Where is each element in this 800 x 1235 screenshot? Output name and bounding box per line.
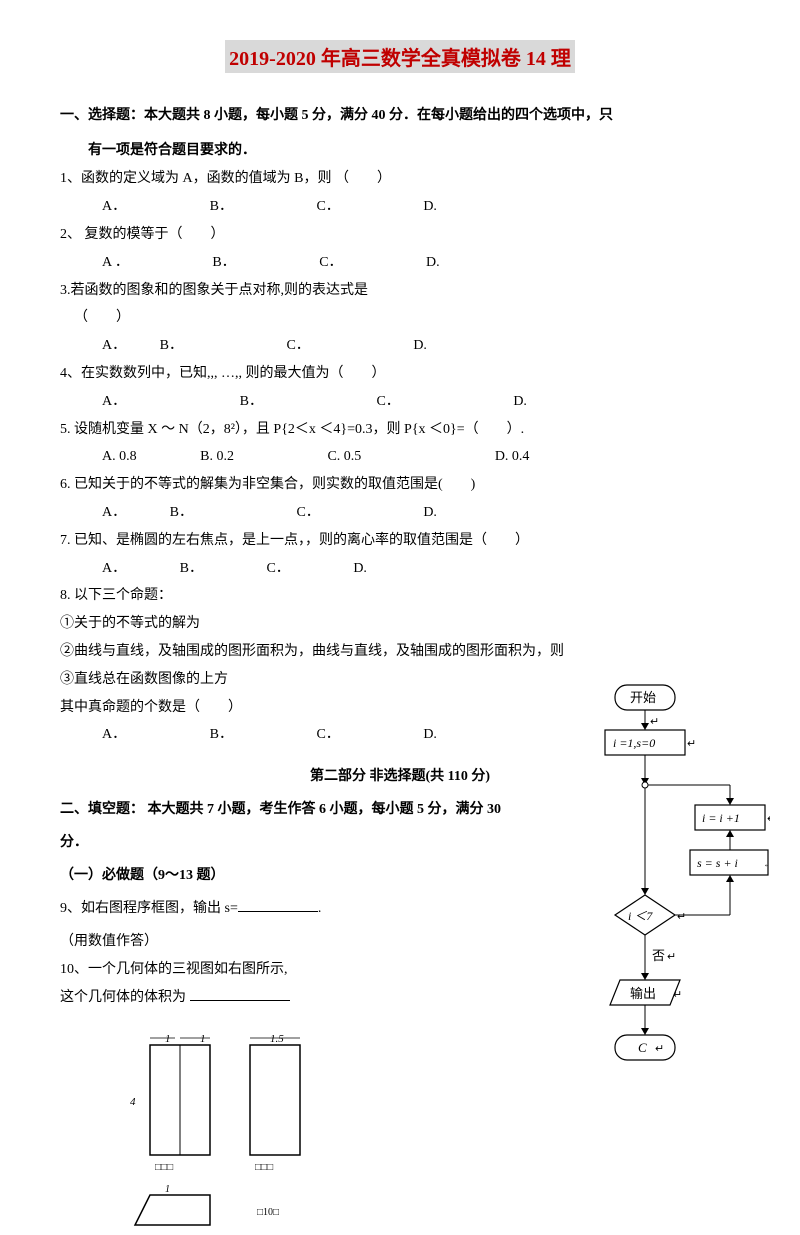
q5: 5. 设随机变量 X ～ N（2，8²），且 P{2＜x ＜4}=0.3，则 P… <box>60 418 740 442</box>
flowchart-svg: 开始 ↵ i =1,s=0 ↵ i = i +1 ↵ s = s + i ↵ i… <box>570 680 770 1100</box>
q3-paren: （ ） <box>74 306 740 330</box>
section1-header: 一、选择题：本大题共 8 小题，每小题 5 分，满分 40 分．在每小题给出的四… <box>60 103 740 128</box>
view-label-1b: 1 <box>200 1033 206 1045</box>
fc-step1: i = i +1 <box>702 811 740 825</box>
q8-2: ①关于的不等式的解为 <box>60 612 740 636</box>
q2-b: B． <box>212 251 235 275</box>
q8-1: 8. 以下三个命题： <box>60 584 740 608</box>
fc-end: C <box>638 1040 647 1055</box>
q3-a: A． <box>102 334 126 358</box>
q2-options: A ． B． C． D. <box>102 251 740 275</box>
q4-d: D. <box>513 390 527 414</box>
fc-step2-sup: ↵ <box>765 863 769 869</box>
fc-arrow5: ↵ <box>667 951 676 963</box>
q10-text: 这个几何体的体积为 <box>60 990 186 1005</box>
q1: 1、函数的定义域为 A，函数的值域为 B，则 （ ） <box>60 167 740 191</box>
q4-b: B． <box>240 390 263 414</box>
q1-options: A． B． C． D. <box>102 195 740 219</box>
q8-d: D. <box>423 723 437 747</box>
q7-options: A． B． C． D. <box>102 557 740 581</box>
fc-arrow7: ↵ <box>655 1043 664 1055</box>
q6-b: B． <box>170 501 193 525</box>
fc-no: 否 <box>652 948 665 963</box>
q2-c: C． <box>319 251 342 275</box>
q9-end: . <box>318 901 322 916</box>
q8-3: ②曲线与直线，及轴围成的图形面积为，曲线与直线，及轴围成的图形面积为，则 <box>60 640 740 664</box>
section1-sub: 有一项是符合题目要求的． <box>88 138 740 163</box>
views-svg: 1 1 4 □□□ 1.5 □□□ 1 □□□ □10□ <box>120 1030 400 1230</box>
fc-step2: s = s + i <box>697 856 738 870</box>
view-label-1a: 1 <box>165 1033 171 1045</box>
view-label-4: 4 <box>130 1096 136 1108</box>
q7-b: B． <box>180 557 203 581</box>
q7-c: C． <box>266 557 289 581</box>
view-bottom-1: □□□ <box>155 1162 173 1173</box>
q6-d: D. <box>423 501 437 525</box>
q3-b: B． <box>160 334 183 358</box>
view-trap-1: 1 <box>165 1184 170 1195</box>
q1-b: B． <box>210 195 233 219</box>
q6-c: C． <box>296 501 319 525</box>
q1-c: C． <box>316 195 339 219</box>
q8-a: A． <box>102 723 126 747</box>
q1-a: A． <box>102 195 126 219</box>
q5-a: A. 0.8 <box>102 445 137 469</box>
view-label-10: □10□ <box>257 1207 279 1218</box>
q8-b: B． <box>210 723 233 747</box>
q3-d: D. <box>413 334 427 358</box>
q7-d: D. <box>353 557 367 581</box>
q9-text: 9、如右图程序框图，输出 s= <box>60 901 238 916</box>
fc-arrow2: ↵ <box>687 738 696 750</box>
q5-d: D. 0.4 <box>495 445 530 469</box>
q10-blank <box>190 987 290 1001</box>
q3: 3.若函数的图象和的图象关于点对称,则的表达式是 <box>60 279 740 303</box>
q8-c: C． <box>316 723 339 747</box>
q5-options: A. 0.8 B. 0.2 C. 0.5 D. 0.4 <box>102 445 740 469</box>
q5-b: B. 0.2 <box>200 445 234 469</box>
q5-c: C. 0.5 <box>327 445 361 469</box>
flowchart: 开始 ↵ i =1,s=0 ↵ i = i +1 ↵ s = s + i ↵ i… <box>570 680 770 1105</box>
q2-a: A ． <box>102 251 129 275</box>
q2: 2、 复数的模等于（ ） <box>60 223 740 247</box>
view-bottom-2: □□□ <box>255 1162 273 1173</box>
q3-c: C． <box>286 334 309 358</box>
q2-d: D. <box>426 251 440 275</box>
q6: 6. 已知关于的不等式的解集为非空集合，则实数的取值范围是( ) <box>60 473 740 497</box>
q9-blank <box>238 898 318 912</box>
fc-arrow6: ↵ <box>673 989 682 1001</box>
q7: 7. 已知、是椭圆的左右焦点，是上一点，，则的离心率的取值范围是（ ） <box>60 529 740 553</box>
q3-options: A． B． C． D. <box>102 334 740 358</box>
q7-a: A． <box>102 557 126 581</box>
fc-arrow4: ↵ <box>677 911 686 923</box>
q4-a: A． <box>102 390 126 414</box>
view-bottom-3: □□□ <box>155 1229 173 1230</box>
fc-arrow3: ↵ <box>767 813 770 825</box>
fc-arrow1: ↵ <box>650 716 659 728</box>
fc-init: i =1,s=0 <box>613 736 655 750</box>
q1-d: D. <box>423 195 437 219</box>
page-title: 2019-2020 年高三数学全真模拟卷 14 理 <box>225 40 575 73</box>
fc-cond: i ＜7 <box>628 909 653 923</box>
q4: 4、在实数数列中，已知,,, …,, 则的最大值为（ ） <box>60 362 740 386</box>
fc-output: 输出 <box>630 986 656 1001</box>
q6-a: A． <box>102 501 126 525</box>
q4-c: C． <box>376 390 399 414</box>
q6-options: A． B． C． D. <box>102 501 740 525</box>
q4-options: A． B． C． D. <box>102 390 740 414</box>
fc-start: 开始 <box>630 690 656 705</box>
view-label-15: 1.5 <box>270 1033 284 1045</box>
